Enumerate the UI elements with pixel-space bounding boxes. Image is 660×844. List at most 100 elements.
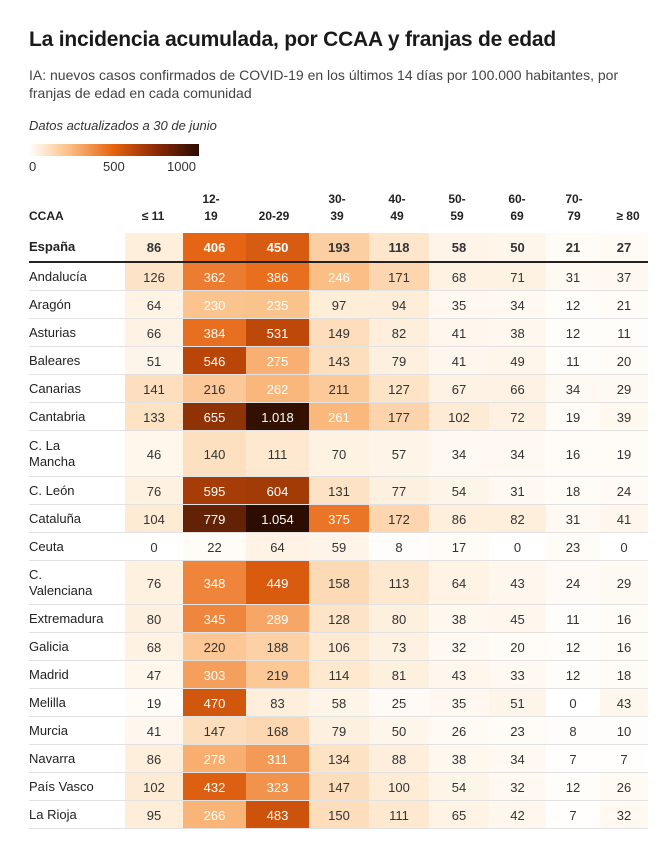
heatmap-cell: 43 bbox=[489, 561, 546, 605]
heatmap-cell: 126 bbox=[125, 263, 183, 291]
column-header-4: 40- 49 bbox=[388, 192, 406, 223]
heatmap-cell: 19 bbox=[600, 431, 648, 477]
heatmap-cell: 45 bbox=[489, 605, 546, 633]
heatmap-cell: 0 bbox=[125, 533, 183, 561]
heatmap-cell: 8 bbox=[546, 717, 600, 745]
heatmap-cell: 470 bbox=[183, 689, 246, 717]
row-divider bbox=[29, 772, 648, 773]
heatmap-cell: 41 bbox=[125, 717, 183, 745]
heatmap-cell: 11 bbox=[546, 347, 600, 375]
heatmap-cell: 406 bbox=[183, 233, 246, 261]
heatmap-cell: 235 bbox=[246, 291, 309, 319]
heatmap-cell: 68 bbox=[125, 633, 183, 661]
heatmap-cell: 31 bbox=[546, 505, 600, 533]
row-label: C. La Mancha bbox=[29, 438, 76, 469]
heatmap-cell: 102 bbox=[125, 773, 183, 801]
heatmap-cell: 86 bbox=[125, 745, 183, 773]
heatmap-cell: 24 bbox=[546, 561, 600, 605]
heatmap-cell: 289 bbox=[246, 605, 309, 633]
row-label: Aragón bbox=[29, 297, 71, 312]
heatmap-cell: 595 bbox=[183, 477, 246, 505]
row-divider bbox=[29, 476, 648, 477]
heatmap-cell: 88 bbox=[369, 745, 429, 773]
heatmap-cell: 82 bbox=[489, 505, 546, 533]
row-divider bbox=[29, 716, 648, 717]
heatmap-cell: 323 bbox=[246, 773, 309, 801]
heatmap-cell: 51 bbox=[125, 347, 183, 375]
column-header-0: ≤ 11 bbox=[141, 209, 165, 223]
heatmap-cell: 57 bbox=[369, 431, 429, 477]
heatmap-cell: 72 bbox=[489, 403, 546, 431]
heatmap-cell: 779 bbox=[183, 505, 246, 533]
heatmap-cell: 348 bbox=[183, 561, 246, 605]
heatmap-cell: 18 bbox=[546, 477, 600, 505]
heatmap-cell: 449 bbox=[246, 561, 309, 605]
heatmap-cell: 66 bbox=[125, 319, 183, 347]
heatmap-cell: 26 bbox=[429, 717, 489, 745]
heatmap-cell: 278 bbox=[183, 745, 246, 773]
heatmap-cell: 655 bbox=[183, 403, 246, 431]
heatmap-cell: 73 bbox=[369, 633, 429, 661]
update-note: Datos actualizados a 30 de junio bbox=[29, 118, 217, 133]
heatmap-cell: 38 bbox=[489, 319, 546, 347]
heatmap-cell: 79 bbox=[369, 347, 429, 375]
row-label: Extremadura bbox=[29, 611, 104, 626]
heatmap-cell: 111 bbox=[246, 431, 309, 477]
heatmap-cell: 81 bbox=[369, 661, 429, 689]
chart-subtitle: IA: nuevos casos confirmados de COVID-19… bbox=[29, 67, 619, 101]
heatmap-cell: 27 bbox=[600, 233, 648, 261]
heatmap-cell: 219 bbox=[246, 661, 309, 689]
heatmap-cell: 31 bbox=[489, 477, 546, 505]
heatmap-cell: 65 bbox=[429, 801, 489, 829]
heatmap-cell: 1.054 bbox=[246, 505, 309, 533]
row-divider bbox=[29, 688, 648, 689]
chart-title: La incidencia acumulada, por CCAA y fran… bbox=[29, 28, 557, 51]
row-label: Melilla bbox=[29, 695, 66, 710]
heatmap-cell: 12 bbox=[546, 773, 600, 801]
column-header-7: 70- 79 bbox=[565, 192, 583, 223]
heatmap-cell: 143 bbox=[309, 347, 369, 375]
heatmap-cell: 34 bbox=[429, 431, 489, 477]
row-label: C. León bbox=[29, 483, 75, 498]
heatmap-cell: 118 bbox=[369, 233, 429, 261]
heatmap-cell: 262 bbox=[246, 375, 309, 403]
heatmap-cell: 0 bbox=[489, 533, 546, 561]
heatmap-cell: 54 bbox=[429, 477, 489, 505]
row-label: Galicia bbox=[29, 639, 69, 654]
heatmap-cell: 104 bbox=[125, 505, 183, 533]
heatmap-cell: 41 bbox=[429, 319, 489, 347]
heatmap-cell: 59 bbox=[309, 533, 369, 561]
heatmap-cell: 150 bbox=[309, 801, 369, 829]
column-header-3: 30- 39 bbox=[328, 192, 346, 223]
row-divider bbox=[29, 632, 648, 633]
heatmap-cell: 94 bbox=[369, 291, 429, 319]
row-divider bbox=[29, 532, 648, 533]
heatmap-cell: 64 bbox=[429, 561, 489, 605]
heatmap-cell: 111 bbox=[369, 801, 429, 829]
heatmap-cell: 71 bbox=[489, 263, 546, 291]
column-header-1: 12- 19 bbox=[202, 192, 220, 223]
row-label: País Vasco bbox=[29, 779, 94, 794]
heatmap-cell: 188 bbox=[246, 633, 309, 661]
heatmap-cell: 43 bbox=[600, 689, 648, 717]
heatmap-cell: 35 bbox=[429, 689, 489, 717]
heatmap-cell: 50 bbox=[369, 717, 429, 745]
row-divider bbox=[29, 800, 648, 801]
heatmap-cell: 345 bbox=[183, 605, 246, 633]
heatmap-cell: 86 bbox=[125, 233, 183, 261]
heatmap-cell: 37 bbox=[600, 263, 648, 291]
heatmap-cell: 0 bbox=[546, 689, 600, 717]
heatmap-cell: 34 bbox=[489, 745, 546, 773]
heatmap-cell: 303 bbox=[183, 661, 246, 689]
heatmap-cell: 76 bbox=[125, 561, 183, 605]
heatmap-cell: 77 bbox=[369, 477, 429, 505]
heatmap-cell: 7 bbox=[600, 745, 648, 773]
heatmap-cell: 64 bbox=[246, 533, 309, 561]
heatmap-cell: 39 bbox=[600, 403, 648, 431]
row-label: C. Valenciana bbox=[29, 567, 93, 598]
row-divider bbox=[29, 318, 648, 319]
heatmap-cell: 168 bbox=[246, 717, 309, 745]
row-divider bbox=[29, 504, 648, 505]
heatmap-cell: 131 bbox=[309, 477, 369, 505]
heatmap-cell: 86 bbox=[429, 505, 489, 533]
